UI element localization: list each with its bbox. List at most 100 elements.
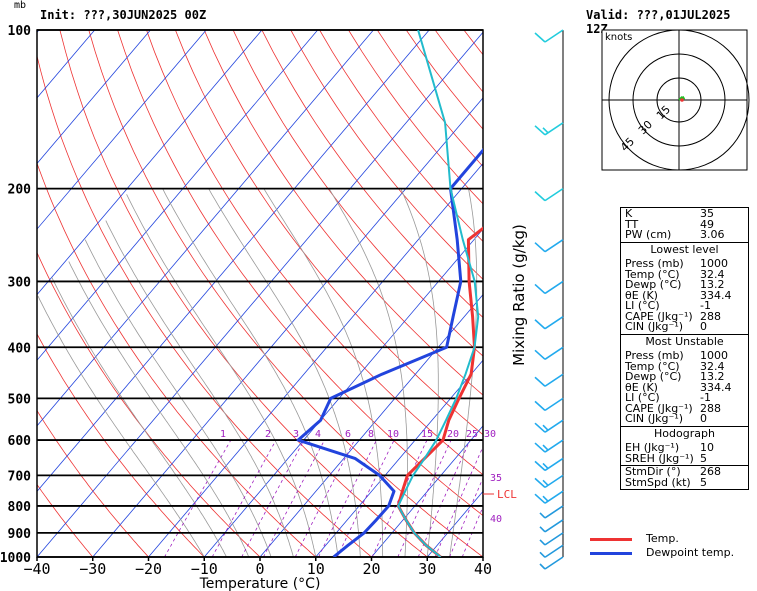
wind-barb-flag bbox=[534, 191, 546, 202]
stats-key: Press (mb) bbox=[625, 257, 684, 270]
isotherm bbox=[37, 30, 207, 230]
stats-value: 334.4 bbox=[700, 288, 732, 302]
wind-barb bbox=[534, 373, 564, 387]
dry-adiabat bbox=[232, 30, 483, 357]
wind-barb-flag bbox=[534, 242, 546, 253]
lcl-label: LCL bbox=[497, 488, 517, 501]
wind-barb-flag bbox=[534, 477, 546, 488]
stats-section-title: Most Unstable bbox=[621, 333, 748, 351]
wind-barb bbox=[534, 122, 564, 136]
isotherm bbox=[148, 162, 483, 557]
mixing-ratio-label: 10 bbox=[387, 429, 399, 440]
wind-barb-half bbox=[542, 479, 549, 486]
stats-value: 35 bbox=[700, 207, 714, 220]
pressure-tick-label: 400 bbox=[8, 341, 32, 356]
mixing-ratio-label: 2 bbox=[265, 429, 271, 440]
isotherm bbox=[37, 30, 263, 296]
dry-adiabat bbox=[261, 30, 483, 318]
hodograph-ring bbox=[656, 77, 702, 123]
hodograph-ring bbox=[608, 29, 750, 171]
wind-barb-flag bbox=[534, 493, 546, 504]
wind-barb-staff bbox=[544, 29, 564, 43]
temperature-tick-label: 30 bbox=[418, 560, 436, 578]
isotherm bbox=[203, 228, 483, 557]
stats-row: Temp (°C) 32.4 bbox=[621, 359, 748, 373]
stats-value: 0 bbox=[700, 320, 707, 333]
stats-value: -1 bbox=[700, 391, 711, 404]
wind-barb bbox=[539, 556, 564, 570]
wind-barb-flag bbox=[534, 283, 546, 295]
pressure-unit-label: mb bbox=[14, 0, 27, 11]
legend-temp-swatch bbox=[590, 537, 632, 541]
mixing-ratio-label: 8 bbox=[368, 429, 374, 440]
stats-value: 32.4 bbox=[700, 359, 725, 373]
wind-barb-staff bbox=[544, 532, 564, 546]
wind-barb bbox=[539, 519, 564, 533]
legend-dewpoint-label: Dewpoint temp. bbox=[646, 546, 735, 559]
stats-row: Press (mb) 1000 bbox=[621, 349, 748, 362]
moist-adiabat bbox=[328, 188, 408, 557]
mixing-ratio-label: 40 bbox=[490, 514, 502, 525]
temperature-tick-label: −10 bbox=[191, 560, 218, 578]
dry-adiabat bbox=[146, 30, 483, 476]
stats-value: 1000 bbox=[700, 349, 728, 362]
pressure-tick-label: 300 bbox=[8, 275, 32, 290]
wind-barb-flag bbox=[534, 460, 546, 471]
dry-adiabat bbox=[37, 409, 149, 557]
stats-key: CAPE (Jkg⁻¹) bbox=[625, 401, 693, 415]
wind-barb-staff bbox=[544, 397, 564, 412]
pressure-tick-label: 1000 bbox=[0, 551, 31, 566]
mixing-ratio-line bbox=[294, 439, 355, 557]
wind-barb-half bbox=[539, 551, 546, 558]
stats-key: θE (K) bbox=[625, 380, 658, 394]
legend-dewpoint: Dewpoint temp. bbox=[590, 546, 734, 559]
stats-key: PW (cm) bbox=[625, 228, 672, 241]
stats-row: EH (Jkg⁻¹) 10 bbox=[621, 442, 748, 454]
mixing-ratio-line bbox=[449, 477, 483, 557]
mixing-ratio-label: 1 bbox=[220, 429, 226, 440]
hodograph-title: knots bbox=[605, 32, 632, 43]
stats-value: 3.06 bbox=[700, 228, 725, 241]
isotherm bbox=[37, 30, 430, 493]
stats-row: θE (K) 334.4 bbox=[621, 288, 748, 302]
wind-barb-staff bbox=[544, 280, 564, 295]
wind-barb bbox=[539, 544, 564, 558]
stats-key: K bbox=[625, 207, 633, 220]
wind-barbs bbox=[534, 29, 564, 570]
temperature-tick-label: −40 bbox=[23, 560, 50, 578]
stats-row: SREH (Jkg⁻¹) 5 bbox=[621, 451, 748, 465]
mixing-ratio-label: 6 bbox=[345, 429, 351, 440]
isotherm bbox=[37, 30, 374, 427]
stats-row: PW (cm) 3.06 bbox=[621, 228, 748, 241]
wind-barb bbox=[539, 505, 564, 519]
stats-indices: K 35 TT 49 PW (cm) 3.06 bbox=[621, 208, 748, 242]
wind-barb-half bbox=[539, 526, 546, 533]
stats-key: SREH (Jkg⁻¹) bbox=[625, 451, 694, 465]
isotherm bbox=[37, 31, 483, 557]
wind-barb-staff bbox=[544, 505, 564, 519]
wind-barb bbox=[534, 474, 564, 489]
stats-row: TT 49 bbox=[621, 217, 748, 231]
temperature-tick-label: 0 bbox=[255, 560, 264, 578]
dry-adiabat bbox=[88, 30, 483, 557]
stats-row: LI (°C) -1 bbox=[621, 391, 748, 404]
wind-barb-flag bbox=[534, 400, 546, 411]
legend-temp: Temp. bbox=[590, 532, 679, 545]
dry-adiabat bbox=[37, 162, 317, 557]
wind-barb bbox=[534, 280, 564, 295]
wind-barb bbox=[534, 419, 564, 433]
mixing-ratio-label: 30 bbox=[484, 429, 496, 440]
mixing-ratio-label: 35 bbox=[490, 473, 502, 484]
wind-barb-flag bbox=[534, 32, 546, 43]
moist-adiabat bbox=[37, 296, 205, 557]
stats-key: TT bbox=[625, 217, 639, 231]
wind-barb-half bbox=[542, 127, 549, 134]
stats-value: 0 bbox=[700, 412, 707, 425]
isotherm bbox=[92, 97, 483, 557]
stats-key: LI (°C) bbox=[625, 391, 660, 404]
mixing-ratio-label: 3 bbox=[293, 429, 299, 440]
stats-row: CIN (Jkg⁻¹) 0 bbox=[621, 320, 748, 333]
wind-barb-staff bbox=[544, 316, 564, 330]
dry-adiabat bbox=[203, 30, 483, 396]
stats-value: 5 bbox=[700, 451, 707, 465]
